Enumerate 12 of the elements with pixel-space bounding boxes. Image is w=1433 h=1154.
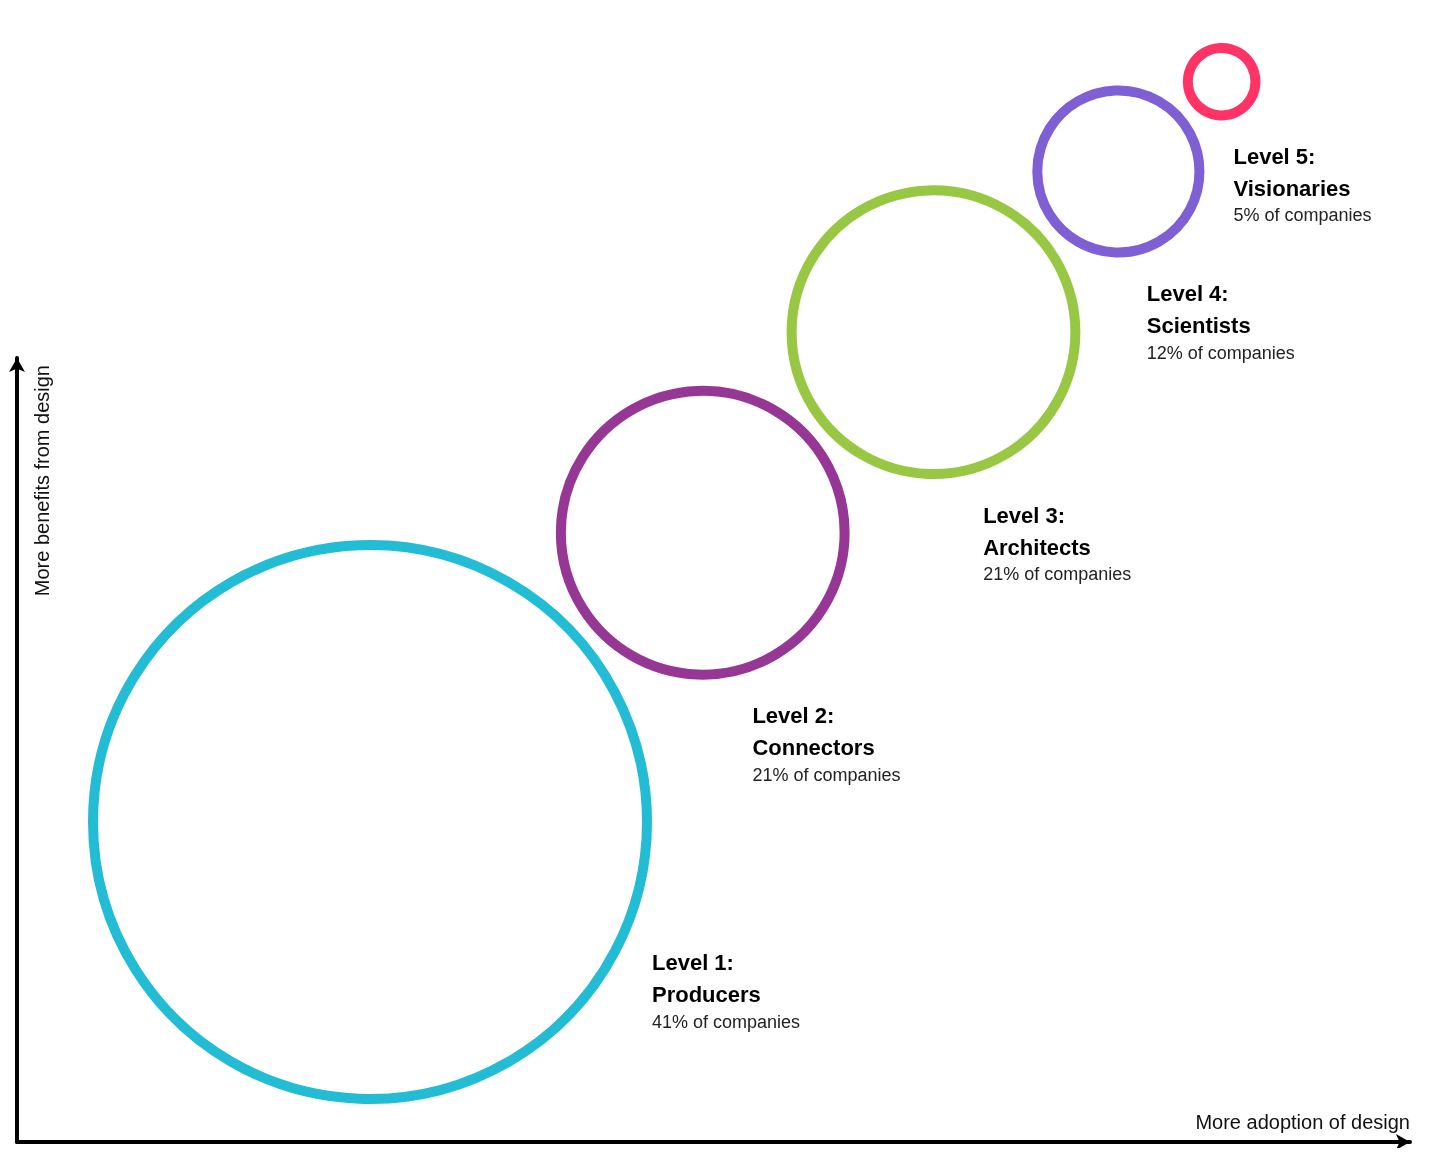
- text: More adoption of design: [1195, 1111, 1410, 1133]
- category-label: Level 3: Architects: [983, 502, 1091, 560]
- category-label: Level 5: Visionaries: [1233, 143, 1351, 201]
- category-label: Level 4: Scientists: [1146, 281, 1251, 339]
- data-label: 41% of companies: [652, 1011, 801, 1032]
- category-label: Level 2: Connectors: [752, 703, 875, 761]
- data-label: 12% of companies: [1146, 342, 1295, 363]
- data-label: 21% of companies: [983, 564, 1132, 585]
- data-label: 21% of companies: [752, 764, 901, 785]
- text: More benefits from design: [31, 365, 53, 597]
- category-label: Level 1: Producers: [652, 950, 761, 1008]
- data-label: 5% of companies: [1233, 205, 1372, 226]
